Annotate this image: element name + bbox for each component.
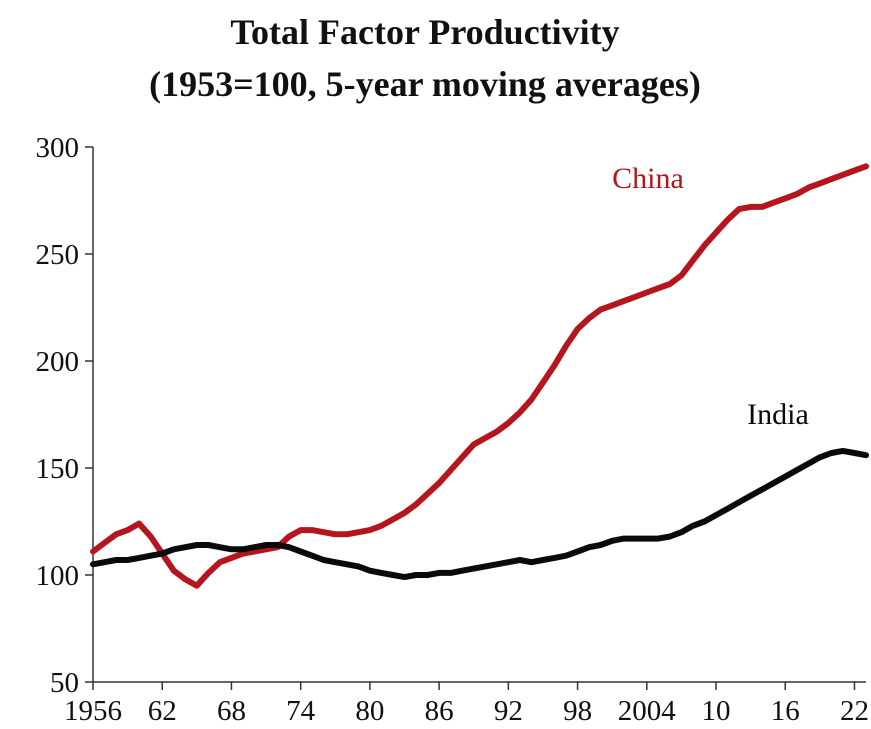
x-tick-label: 1956 xyxy=(64,695,122,727)
series-lines xyxy=(90,163,869,589)
x-tick-label: 80 xyxy=(355,695,384,727)
y-tick-label: 250 xyxy=(36,239,80,271)
series-labels: China India xyxy=(612,162,809,431)
series-line-india xyxy=(90,447,869,581)
x-tick-label: 68 xyxy=(217,695,246,727)
x-tick-label: 22 xyxy=(840,695,869,727)
chart-subtitle: (1953=100, 5-year moving averages) xyxy=(149,64,701,104)
y-tick-label: 200 xyxy=(36,346,80,378)
x-ticks: 1956 62 68 74 80 86 92 98 2004 10 16 22 xyxy=(64,682,869,727)
series-line-china xyxy=(90,163,869,589)
series-label-india: India xyxy=(747,398,809,431)
x-tick-label: 2004 xyxy=(618,695,677,727)
x-tick-label: 16 xyxy=(771,695,800,727)
x-tick-label: 98 xyxy=(563,695,592,727)
y-tick-label: 50 xyxy=(50,667,79,699)
series-label-china: China xyxy=(612,162,684,195)
x-tick-label: 92 xyxy=(494,695,523,727)
y-tick-label: 300 xyxy=(36,132,80,164)
y-tick-label: 150 xyxy=(36,453,80,485)
x-tick-label: 10 xyxy=(702,695,731,727)
y-axis: 300 250 200 150 100 50 xyxy=(36,132,94,699)
x-tick-label: 62 xyxy=(148,695,177,727)
y-ticks: 300 250 200 150 100 50 xyxy=(36,132,93,699)
x-tick-label: 86 xyxy=(425,695,454,727)
y-tick-label: 100 xyxy=(36,560,80,592)
x-tick-label: 74 xyxy=(286,695,316,727)
chart-title: Total Factor Productivity xyxy=(230,12,619,52)
x-axis: 1956 62 68 74 80 86 92 98 2004 10 16 22 xyxy=(64,681,869,727)
